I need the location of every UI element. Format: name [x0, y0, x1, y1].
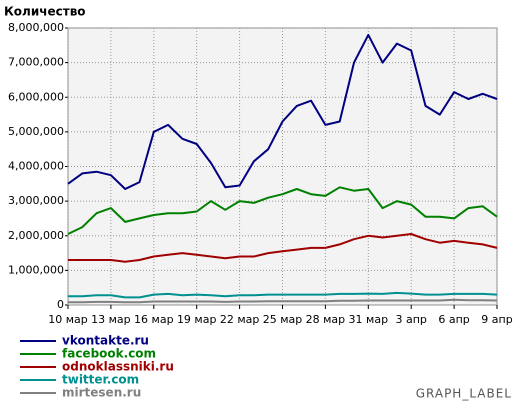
legend-label: facebook.com — [62, 347, 156, 361]
x-tick-label: 3 апр — [395, 313, 426, 326]
x-tick-label: 9 апр — [481, 313, 512, 326]
x-tick-label: 10 мар — [48, 313, 88, 326]
y-tick-label: 2,000,000 — [8, 229, 64, 242]
x-tick-label: 22 мар — [220, 313, 260, 326]
y-tick-label: 1,000,000 — [8, 263, 64, 276]
series-line — [68, 233, 498, 263]
legend-label: odnoklassniki.ru — [62, 360, 174, 374]
y-tick-label: 6,000,000 — [8, 90, 64, 103]
y-tick-label: 8,000,000 — [8, 21, 64, 34]
legend-label: mirtesen.ru — [62, 386, 141, 400]
x-tick-label: 13 мар — [91, 313, 131, 326]
y-tick-label: 3,000,000 — [8, 194, 64, 207]
x-tick-label: 16 мар — [134, 313, 174, 326]
y-tick-label: 4,000,000 — [8, 160, 64, 173]
series-line — [67, 186, 498, 235]
legend-label: vkontakte.ru — [62, 334, 149, 348]
y-tick-label: 7,000,000 — [8, 56, 64, 69]
y-tick-label: 5,000,000 — [8, 125, 64, 138]
chart-title: Количество — [4, 5, 86, 19]
legend-label: twitter.com — [62, 373, 139, 387]
series-line — [68, 291, 498, 299]
series-line — [67, 33, 498, 190]
y-tick-label: 0 — [57, 298, 64, 311]
series-line — [68, 298, 498, 304]
x-tick-label: 25 мар — [263, 313, 303, 326]
x-tick-label: 31 мар — [349, 313, 389, 326]
watermark: GRAPH_LABEL — [416, 387, 512, 401]
x-tick-label: 6 апр — [438, 313, 469, 326]
x-tick-label: 19 мар — [177, 313, 217, 326]
x-tick-label: 28 мар — [306, 313, 346, 326]
